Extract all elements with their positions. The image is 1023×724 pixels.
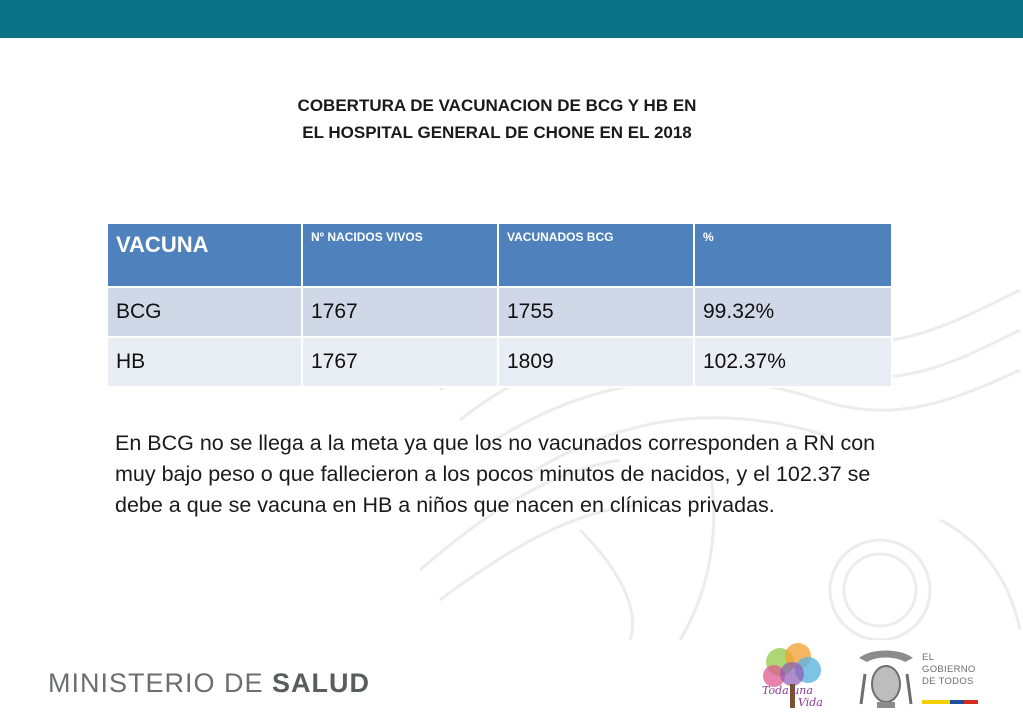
vaccination-coverage-table: VACUNA Nº NACIDOS VIVOS VACUNADOS BCG % … xyxy=(106,222,893,388)
toda-una-vida-tree-icon xyxy=(763,643,821,708)
title-line-1: COBERTURA DE VACUNACION DE BCG Y HB EN xyxy=(297,96,697,115)
ministerio-prefix: MINISTERIO DE xyxy=(48,668,273,698)
toda-una-text: Toda una xyxy=(762,684,813,697)
table-cell: 1809 xyxy=(497,336,695,388)
table-cell: 1767 xyxy=(301,286,499,338)
vida-text: Vida xyxy=(798,696,823,709)
explanation-paragraph: En BCG no se llega a la meta ya que los … xyxy=(115,428,945,521)
column-header-nacidos-vivos: Nº NACIDOS VIVOS xyxy=(301,222,499,288)
slide-title: COBERTURA DE VACUNACION DE BCG Y HB EN E… xyxy=(200,92,794,146)
table-cell: 99.32% xyxy=(693,286,893,338)
flag-stripe-icon xyxy=(922,700,978,704)
table-cell: 102.37% xyxy=(693,336,893,388)
note-line-2: muy bajo peso o que fallecieron a los po… xyxy=(115,462,871,486)
table-row: BCG 1767 1755 99.32% xyxy=(106,286,893,338)
column-header-vacunados-bcg: VACUNADOS BCG xyxy=(497,222,695,288)
table-cell: BCG xyxy=(106,286,303,338)
top-header-bar xyxy=(0,0,1023,38)
note-line-1: En BCG no se llega a la meta ya que los … xyxy=(115,431,876,455)
note-line-3: debe a que se vacuna en HB a niños que n… xyxy=(115,493,775,517)
table-cell: HB xyxy=(106,336,303,388)
ministerio-de-salud-logo: MINISTERIO DE SALUD xyxy=(48,668,370,699)
title-line-2: EL HOSPITAL GENERAL DE CHONE EN EL 2018 xyxy=(302,123,692,142)
gobierno-line-2: GOBIERNO xyxy=(922,664,976,675)
el-gobierno-de-todos-logo: EL GOBIERNO DE TODOS xyxy=(922,652,976,688)
column-header-percent: % xyxy=(693,222,893,288)
toda-una-vida-logo: Toda una Vida xyxy=(758,640,828,714)
table-cell: 1767 xyxy=(301,336,499,388)
table-header-row: VACUNA Nº NACIDOS VIVOS VACUNADOS BCG % xyxy=(106,222,893,288)
table-row: HB 1767 1809 102.37% xyxy=(106,336,893,388)
table-cell: 1755 xyxy=(497,286,695,338)
column-header-vacuna: VACUNA xyxy=(106,222,303,288)
gobierno-line-1: EL xyxy=(922,652,935,663)
gobierno-line-3: DE TODOS xyxy=(922,676,974,687)
ecuador-coat-of-arms-icon xyxy=(859,650,913,708)
ministerio-salud-bold: SALUD xyxy=(272,668,371,698)
